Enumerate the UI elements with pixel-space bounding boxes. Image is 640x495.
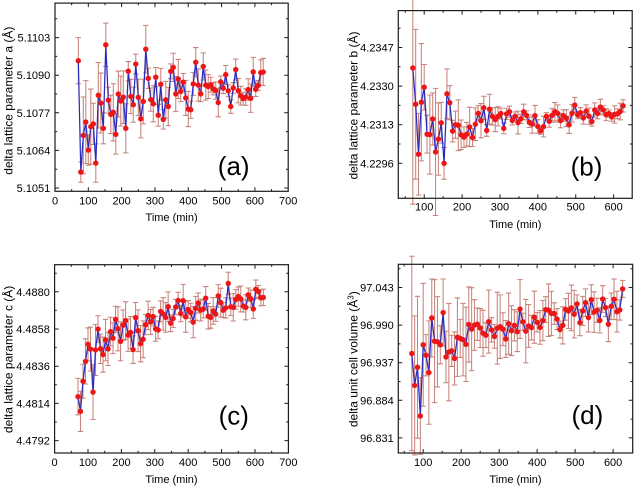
svg-text:300: 300 xyxy=(146,196,164,208)
svg-text:100: 100 xyxy=(79,457,97,469)
svg-text:700: 700 xyxy=(279,196,297,208)
svg-text:(c): (c) xyxy=(219,400,249,430)
svg-text:5.1077: 5.1077 xyxy=(17,108,51,120)
svg-text:400: 400 xyxy=(179,196,197,208)
svg-text:5.1090: 5.1090 xyxy=(17,70,51,82)
svg-text:delta unit cell volume (Å3): delta unit cell volume (Å3) xyxy=(345,291,360,427)
svg-text:Time (min): Time (min) xyxy=(146,212,198,224)
svg-text:5.1103: 5.1103 xyxy=(17,33,50,45)
svg-text:600: 600 xyxy=(246,196,264,208)
svg-text:Time (min): Time (min) xyxy=(489,219,541,231)
svg-text:delta lattice parameter a (Å): delta lattice parameter a (Å) xyxy=(1,27,16,175)
svg-text:4.2296: 4.2296 xyxy=(360,158,394,170)
svg-text:96.884: 96.884 xyxy=(360,395,394,407)
svg-text:700: 700 xyxy=(279,457,297,469)
svg-text:400: 400 xyxy=(529,202,547,214)
svg-text:4.4858: 4.4858 xyxy=(16,324,50,336)
svg-text:delta lattice parameter b (Å): delta lattice parameter b (Å) xyxy=(345,31,360,179)
svg-text:100: 100 xyxy=(79,196,97,208)
svg-text:4.4836: 4.4836 xyxy=(16,361,50,373)
svg-text:600: 600 xyxy=(604,202,622,214)
svg-text:500: 500 xyxy=(212,457,230,469)
svg-text:400: 400 xyxy=(528,457,546,469)
svg-text:500: 500 xyxy=(566,457,584,469)
svg-text:4.2313: 4.2313 xyxy=(360,120,394,132)
svg-text:Time (min): Time (min) xyxy=(489,474,541,486)
svg-text:(a): (a) xyxy=(218,151,250,181)
svg-text:97.043: 97.043 xyxy=(360,283,394,295)
svg-text:0: 0 xyxy=(52,457,58,469)
svg-text:4.4792: 4.4792 xyxy=(16,436,50,448)
svg-text:5.1064: 5.1064 xyxy=(17,145,51,157)
svg-text:300: 300 xyxy=(146,457,164,469)
svg-text:200: 200 xyxy=(112,196,130,208)
svg-text:200: 200 xyxy=(453,202,471,214)
svg-text:5.1051: 5.1051 xyxy=(17,183,51,195)
svg-text:600: 600 xyxy=(246,457,264,469)
svg-text:4.4814: 4.4814 xyxy=(16,398,50,410)
svg-text:500: 500 xyxy=(567,202,585,214)
svg-text:600: 600 xyxy=(604,457,622,469)
svg-text:200: 200 xyxy=(452,457,470,469)
svg-text:300: 300 xyxy=(490,457,508,469)
svg-text:400: 400 xyxy=(179,457,197,469)
svg-text:(b): (b) xyxy=(571,151,603,181)
svg-text:(d): (d) xyxy=(572,400,604,430)
svg-text:delta lattice parameter c (Å): delta lattice parameter c (Å) xyxy=(1,286,16,433)
svg-text:500: 500 xyxy=(212,196,230,208)
svg-text:0: 0 xyxy=(52,196,58,208)
svg-text:100: 100 xyxy=(414,457,432,469)
svg-text:96.937: 96.937 xyxy=(360,358,394,370)
svg-text:300: 300 xyxy=(491,202,509,214)
svg-text:4.2330: 4.2330 xyxy=(360,81,394,93)
svg-text:4.4880: 4.4880 xyxy=(16,287,50,299)
svg-text:200: 200 xyxy=(112,457,130,469)
svg-text:96.990: 96.990 xyxy=(360,320,394,332)
svg-text:Time (min): Time (min) xyxy=(145,474,197,486)
svg-text:100: 100 xyxy=(415,202,433,214)
svg-text:4.2347: 4.2347 xyxy=(360,43,394,55)
svg-text:96.831: 96.831 xyxy=(360,433,394,445)
